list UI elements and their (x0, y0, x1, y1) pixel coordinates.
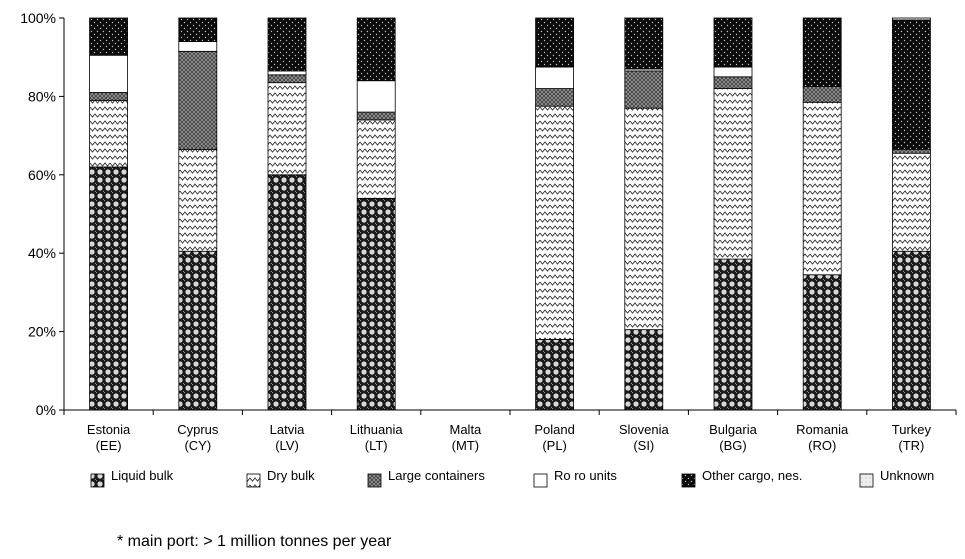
legend-label: Large containers (388, 468, 485, 483)
bar-segment (535, 66, 574, 89)
legend-swatch (533, 473, 548, 488)
bars (89, 17, 931, 411)
bar-segment (713, 17, 753, 68)
x-tick-label: Turkey (TR) (892, 422, 932, 453)
y-tick-label: 60% (28, 167, 56, 183)
bar-segment (356, 111, 396, 121)
bar-segment (178, 50, 218, 150)
bar-segment (535, 105, 574, 340)
bar-segment (89, 166, 128, 411)
bar-segment (267, 74, 307, 84)
bar-segment (89, 54, 128, 93)
y-tick-label: 100% (20, 10, 56, 26)
bar-segment (892, 17, 931, 21)
stacked-bar-chart: 0% 20% 40% 60% 80% 100% Estonia (EE) Cyprus (CY)… (20, 10, 957, 488)
x-tick-label: Bulgaria (BG) (709, 422, 757, 453)
legend-swatch (681, 473, 696, 488)
bar-segment (267, 70, 307, 76)
x-tick-label: Latvia (LV) (270, 422, 305, 453)
y-tick-label: 0% (36, 402, 56, 418)
bar-segment (892, 152, 931, 252)
bar-segment (624, 107, 664, 331)
bar-segment (356, 17, 396, 82)
bar-segment (178, 250, 218, 411)
bar-segment (178, 41, 218, 52)
x-tick-label: Poland (PL) (534, 422, 574, 453)
bar-segment (356, 119, 396, 199)
bar-segment (713, 66, 753, 78)
x-tick-label: Lithuania (LT) (350, 422, 404, 453)
x-tick-label: Slovenia (SI) (619, 422, 670, 453)
bar-segment (89, 17, 128, 56)
x-tick-label: Malta (MT) (450, 422, 483, 453)
x-tick-label: Estonia (EE) (87, 422, 131, 453)
bar-segment (535, 17, 574, 68)
legend-swatch (367, 473, 382, 488)
x-axis: Estonia (EE) Cyprus (CY) Latvia (LV) Lithuania… (63, 409, 957, 453)
bar-segment (356, 197, 396, 411)
legend-label: Unknown (880, 468, 934, 483)
bar-segment (535, 339, 574, 411)
footnote: * main port: > 1 million tonnes per year (117, 533, 392, 550)
bar-segment (802, 101, 842, 276)
y-tick-label: 80% (28, 88, 56, 104)
bar-segment (624, 17, 664, 70)
legend-swatch (859, 473, 874, 488)
legend-label: Other cargo, nes. (702, 468, 802, 483)
x-tick-label: Romania (RO) (796, 422, 849, 453)
legend-label: Dry bulk (267, 468, 315, 483)
bar-segment (713, 258, 753, 411)
bar-segment (267, 174, 307, 411)
bar-segment (178, 17, 218, 42)
legend-label: Ro ro units (554, 468, 617, 483)
bar-segment (802, 86, 842, 103)
bar-segment (892, 19, 931, 150)
bar-segment (713, 76, 753, 89)
bar-segment (356, 80, 396, 113)
bar-segment (624, 329, 664, 411)
bar-segment (267, 82, 307, 176)
bar-segment (89, 99, 128, 168)
legend: Liquid bulk Dry bulk Large containers Ro ro… (90, 468, 934, 488)
y-tick-label: 40% (28, 245, 56, 261)
y-axis: 0% 20% 40% 60% 80% 100% (20, 10, 65, 418)
legend-swatch (246, 473, 261, 488)
bar-segment (624, 70, 664, 109)
legend-swatch (90, 473, 105, 488)
x-tick-label: Cyprus (CY) (177, 422, 219, 453)
bar-segment (267, 17, 307, 72)
bar-segment (178, 148, 218, 252)
bar-segment (892, 250, 931, 411)
bar-segment (713, 88, 753, 260)
bar-segment (535, 88, 574, 107)
y-tick-label: 20% (28, 324, 56, 340)
bar-segment (802, 274, 842, 411)
bar-segment (802, 17, 842, 87)
bar-segment (892, 148, 931, 154)
bar-segment (89, 92, 128, 101)
legend-label: Liquid bulk (111, 468, 174, 483)
